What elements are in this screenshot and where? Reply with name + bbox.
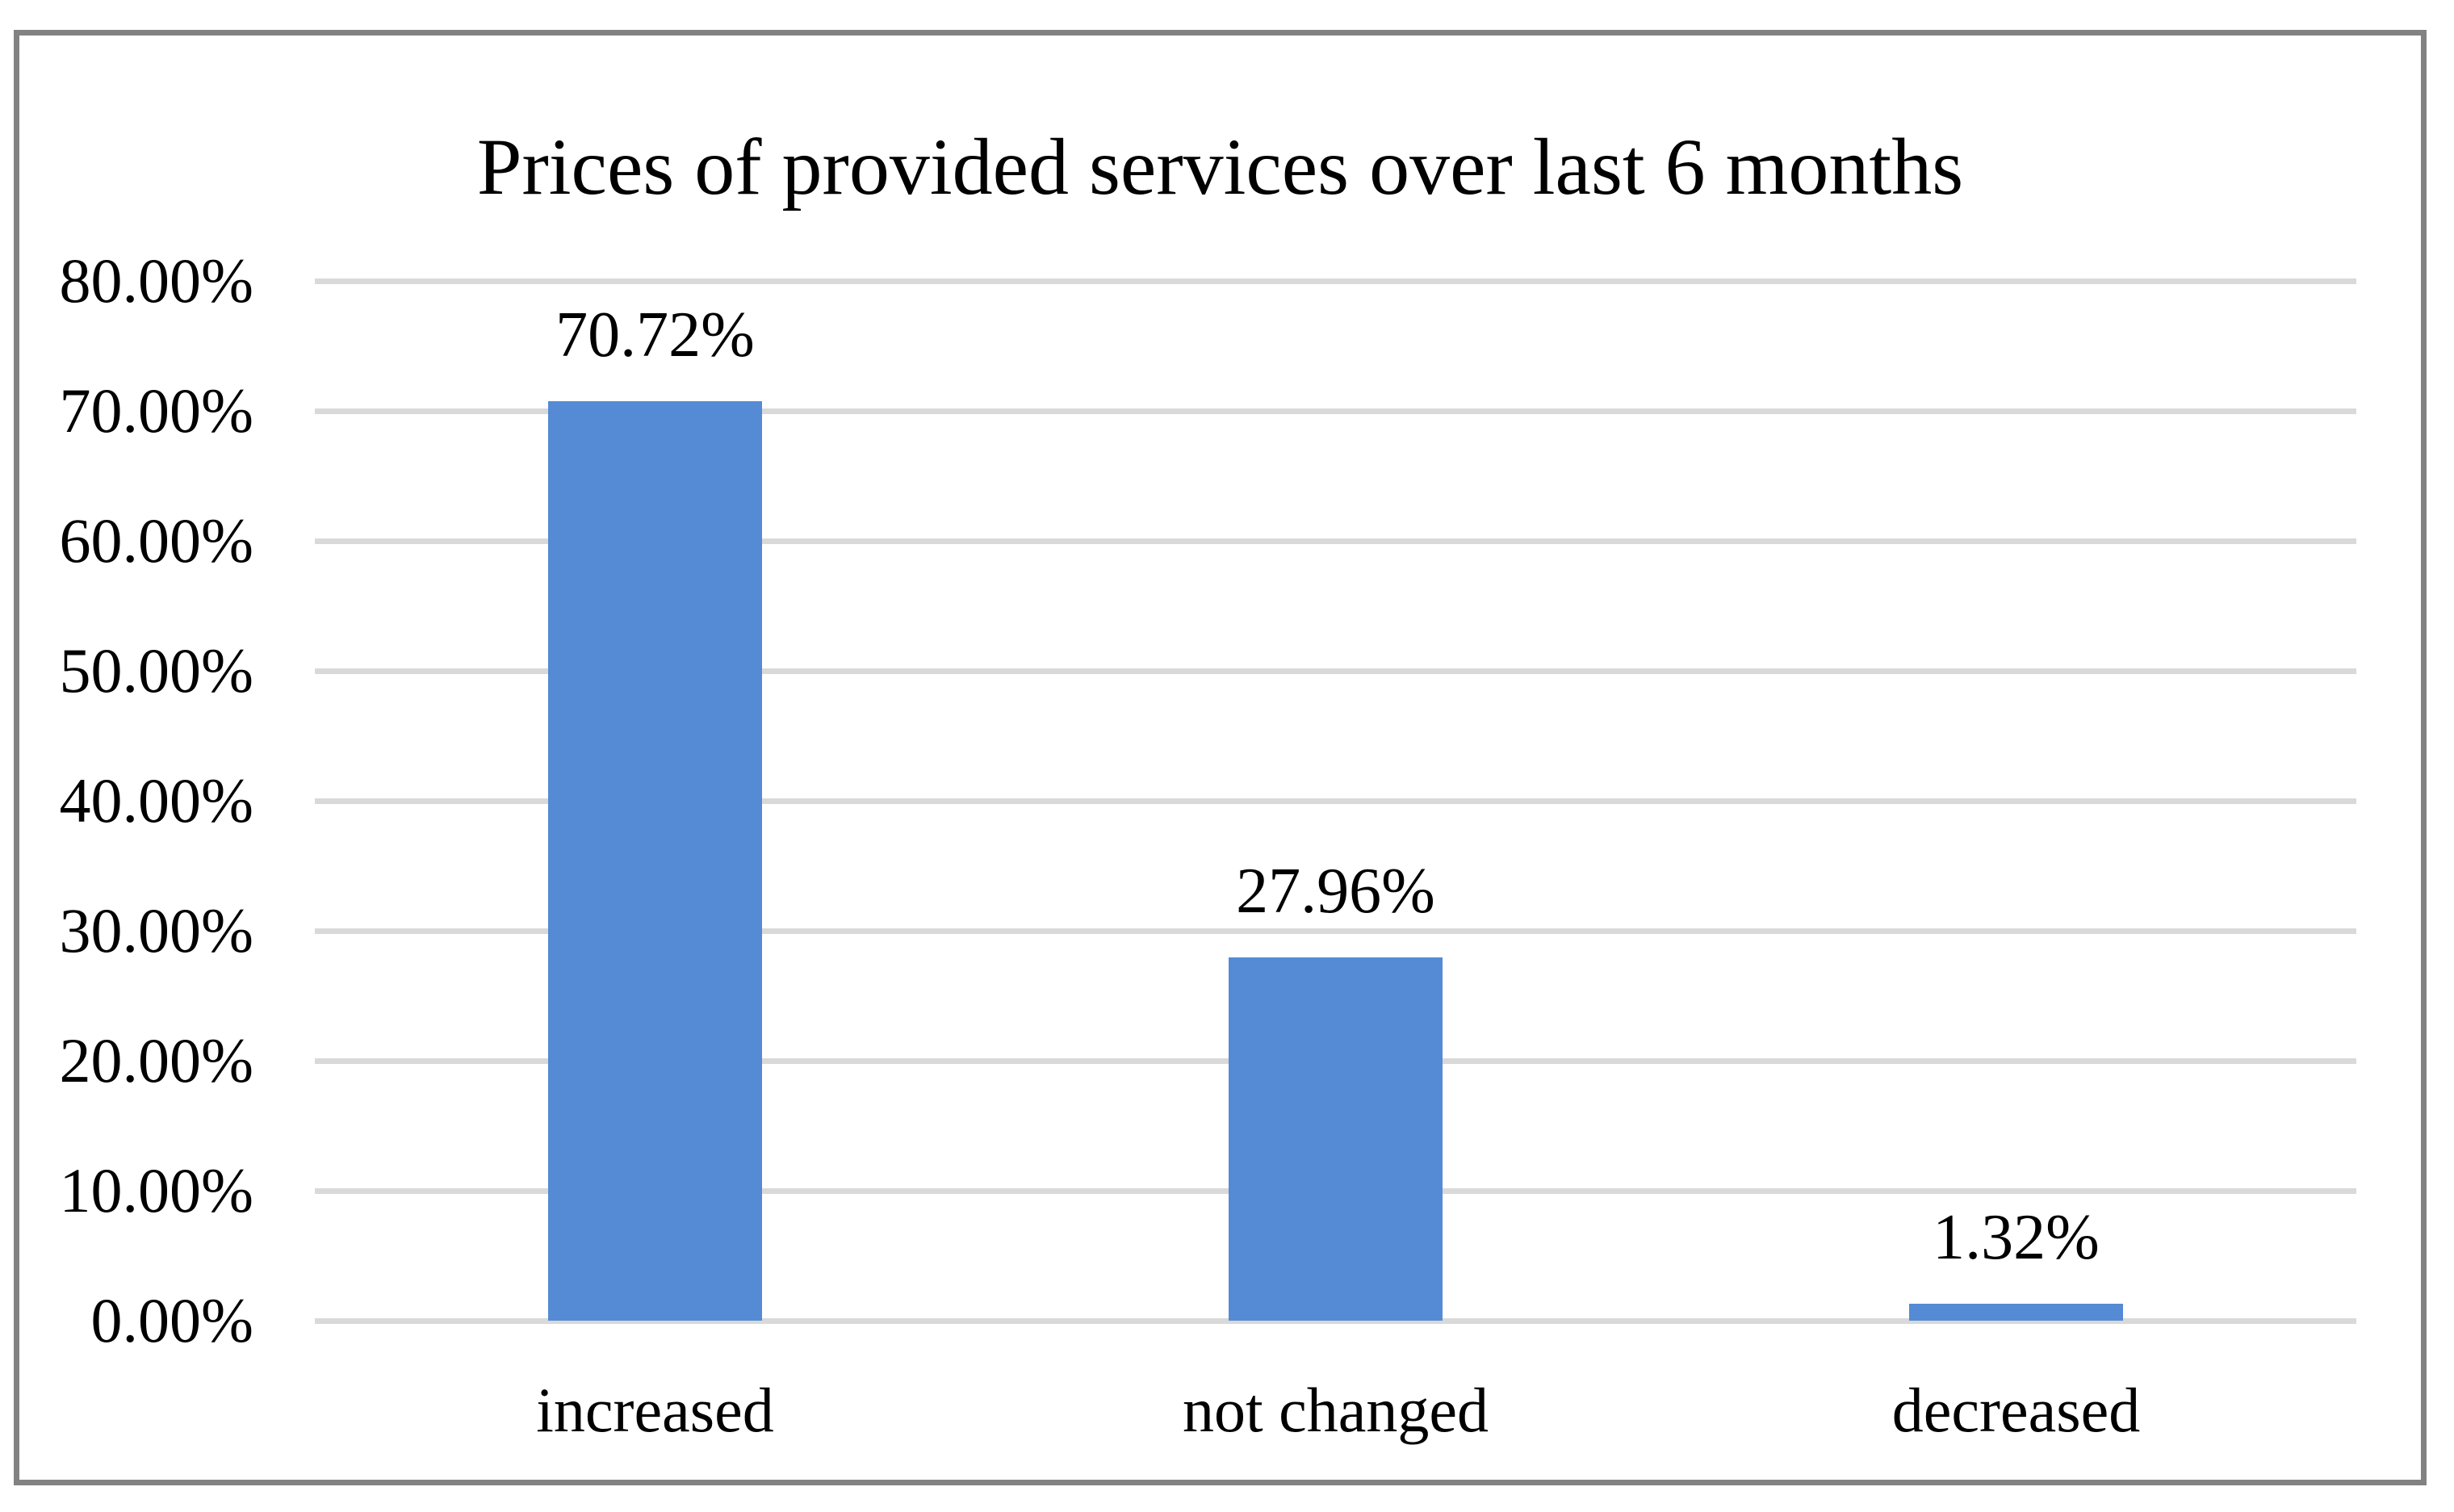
x-axis-line <box>315 1317 2356 1324</box>
gridline <box>315 798 2356 804</box>
bar <box>1909 1304 2123 1321</box>
y-axis-tick-label: 80.00% <box>59 245 253 316</box>
category-label: increased <box>536 1375 774 1445</box>
y-axis-tick-label: 50.00% <box>59 635 253 706</box>
y-axis-tick-label: 20.00% <box>59 1025 253 1095</box>
category-label: decreased <box>1891 1375 2141 1445</box>
chart-title: Prices of provided services over last 6 … <box>476 122 1964 212</box>
bar <box>548 401 762 1321</box>
y-axis-tick-label: 70.00% <box>59 375 253 446</box>
y-axis-tick-label: 40.00% <box>59 765 253 836</box>
gridline <box>315 668 2356 674</box>
y-axis-tick-label: 10.00% <box>59 1155 253 1225</box>
bar <box>1229 957 1443 1321</box>
bar-value-label: 27.96% <box>1236 856 1435 927</box>
y-axis-tick-label: 30.00% <box>59 895 253 965</box>
gridline <box>315 408 2356 414</box>
gridline <box>315 928 2356 934</box>
category-label: not changed <box>1182 1375 1489 1445</box>
y-axis-tick-label: 60.00% <box>59 505 253 576</box>
bar-value-label: 1.32% <box>1933 1202 2100 1273</box>
gridline <box>315 278 2356 284</box>
y-axis-tick-label: 0.00% <box>90 1285 253 1355</box>
bar-value-label: 70.72% <box>555 299 755 371</box>
chart-frame: Prices of provided services over last 6 … <box>14 30 2427 1485</box>
gridline <box>315 538 2356 544</box>
